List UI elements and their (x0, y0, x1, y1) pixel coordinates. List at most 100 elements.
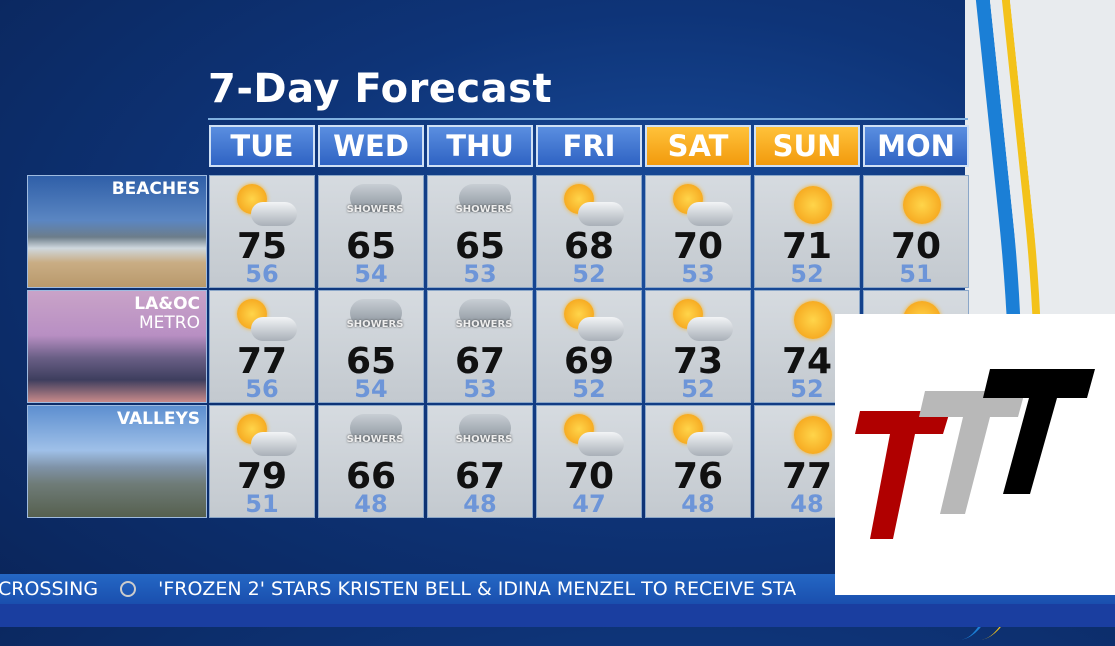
low-temp: 53 (463, 260, 497, 288)
cloud-icon (578, 432, 624, 456)
showers-icon: SHOWERS (344, 414, 404, 458)
low-temp: 48 (354, 490, 388, 518)
day-header-sun: SUN (754, 125, 860, 167)
forecast-cell: SHOWERS 66 48 (318, 405, 424, 518)
region-name: BEACHES (111, 179, 200, 199)
forecast-cell: 79 51 (209, 405, 315, 518)
showers-icon: SHOWERS (453, 414, 513, 458)
cloud-icon (578, 317, 624, 341)
cloud-icon (251, 202, 297, 226)
background-panel (965, 0, 1115, 320)
high-temp: 73 (672, 341, 724, 382)
high-temp: 79 (236, 456, 288, 497)
high-temp: 75 (236, 226, 288, 267)
forecast-cell: 76 48 (645, 405, 751, 518)
ticker-headline: 'FROZEN 2' STARS KRISTEN BELL & IDINA ME… (158, 578, 797, 600)
high-temp: 71 (781, 226, 833, 267)
forecast-cell: 70 47 (536, 405, 642, 518)
cloud-icon (459, 299, 511, 327)
showers-icon: SHOWERS (344, 299, 404, 343)
high-temp: 77 (781, 456, 833, 497)
forecast-cell: 70 51 (863, 175, 969, 288)
partly-cloudy-icon (671, 184, 733, 228)
region-label: BEACHES (112, 180, 200, 199)
low-temp: 51 (245, 490, 279, 518)
low-temp: 48 (681, 490, 715, 518)
divider (208, 118, 968, 120)
logo-t-black (983, 369, 1095, 494)
sun-icon (903, 186, 941, 224)
region-label: VALLEYS (117, 410, 200, 429)
bottom-bar (0, 604, 1115, 627)
low-temp: 52 (790, 260, 824, 288)
watermark-logo (835, 314, 1115, 595)
high-temp: 70 (672, 226, 724, 267)
sunny-icon (780, 299, 840, 343)
forecast-cell: 70 53 (645, 175, 751, 288)
day-header-sat: SAT (645, 125, 751, 167)
partly-cloudy-icon (235, 414, 297, 458)
low-temp: 56 (245, 260, 279, 288)
high-temp: 70 (563, 456, 615, 497)
day-header-mon: MON (863, 125, 969, 167)
low-temp: 52 (681, 375, 715, 403)
cloud-icon (459, 184, 511, 212)
partly-cloudy-icon (562, 299, 624, 343)
partly-cloudy-icon (562, 184, 624, 228)
showers-label: SHOWERS (455, 204, 513, 215)
high-temp: 76 (672, 456, 724, 497)
high-temp: 74 (781, 341, 833, 382)
region-name: VALLEYS (117, 409, 200, 429)
high-temp: 66 (345, 456, 397, 497)
day-header-fri: FRI (536, 125, 642, 167)
sunny-icon (780, 414, 840, 458)
cbs-eye-icon (120, 581, 137, 597)
forecast-cell: 69 52 (536, 290, 642, 403)
day-header-thu: THU (427, 125, 533, 167)
day-header-tue: TUE (209, 125, 315, 167)
high-temp: 77 (236, 341, 288, 382)
cloud-icon (459, 414, 511, 442)
low-temp: 48 (790, 490, 824, 518)
ticker-previous: CROSSING (0, 578, 99, 600)
low-temp: 54 (354, 375, 388, 403)
cloud-icon (687, 317, 733, 341)
sun-icon (794, 416, 832, 454)
forecast-cell: 77 56 (209, 290, 315, 403)
showers-icon: SHOWERS (344, 184, 404, 228)
forecast-cell: 73 52 (645, 290, 751, 403)
high-temp: 70 (890, 226, 942, 267)
high-temp: 65 (345, 226, 397, 267)
region-panel: LA&OC METRO (27, 290, 207, 403)
showers-icon: SHOWERS (453, 299, 513, 343)
partly-cloudy-icon (562, 414, 624, 458)
low-temp: 53 (463, 375, 497, 403)
partly-cloudy-icon (671, 414, 733, 458)
region-panel: BEACHES (27, 175, 207, 288)
region-label: LA&OC METRO (134, 295, 200, 333)
page-title: 7-Day Forecast (208, 66, 553, 112)
low-temp: 52 (572, 375, 606, 403)
cloud-icon (350, 184, 402, 212)
showers-label: SHOWERS (455, 434, 513, 445)
high-temp: 65 (345, 341, 397, 382)
region-name: LA&OC (134, 294, 200, 314)
forecast-cell: SHOWERS 65 54 (318, 290, 424, 403)
forecast-cell: 75 56 (209, 175, 315, 288)
cloud-icon (687, 202, 733, 226)
low-temp: 56 (245, 375, 279, 403)
partly-cloudy-icon (235, 184, 297, 228)
forecast-cell: 71 52 (754, 175, 860, 288)
showers-icon: SHOWERS (453, 184, 513, 228)
showers-label: SHOWERS (346, 319, 404, 330)
high-temp: 69 (563, 341, 615, 382)
sun-icon (794, 301, 832, 339)
partly-cloudy-icon (671, 299, 733, 343)
forecast-cell: SHOWERS 67 48 (427, 405, 533, 518)
cloud-icon (251, 432, 297, 456)
region-panel: VALLEYS (27, 405, 207, 518)
cloud-icon (687, 432, 733, 456)
cloud-icon (350, 299, 402, 327)
forecast-cell: SHOWERS 65 53 (427, 175, 533, 288)
logo-t-gray (919, 391, 1025, 514)
